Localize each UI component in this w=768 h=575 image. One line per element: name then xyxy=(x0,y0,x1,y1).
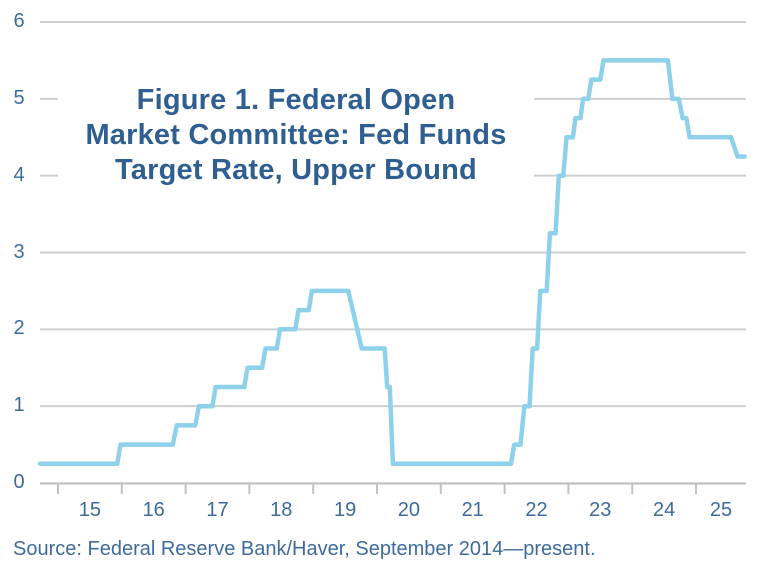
y-tick-label: 5 xyxy=(13,86,25,109)
chart-title: Figure 1. Federal Open Market Committee:… xyxy=(58,77,534,198)
y-tick-label: 1 xyxy=(13,394,25,417)
x-tick-label: 24 xyxy=(652,499,676,521)
y-tick-label: 6 xyxy=(13,10,25,33)
x-tick-label: 16 xyxy=(142,499,165,521)
rate-line xyxy=(37,58,747,467)
x-tick-label: 22 xyxy=(525,499,548,521)
x-tick-label: 21 xyxy=(461,499,484,521)
x-tick-label: 17 xyxy=(206,499,229,521)
y-tick-label: 4 xyxy=(13,163,25,186)
x-tick-label: 19 xyxy=(333,499,357,521)
x-tick-label: 23 xyxy=(589,499,612,521)
source-note: Source: Federal Reserve Bank/Haver, Sept… xyxy=(13,538,596,560)
chart-title-line-1: Figure 1. Federal Open xyxy=(136,84,456,116)
x-tick-label: 18 xyxy=(270,499,293,521)
chart-title-line-2: Market Committee: Fed Funds xyxy=(85,119,507,151)
x-tick-label: 25 xyxy=(709,499,733,521)
y-tick-label: 3 xyxy=(13,240,25,263)
x-tick-label: 20 xyxy=(397,499,421,521)
y-tick-label: 2 xyxy=(13,317,25,340)
y-tick-label: 0 xyxy=(13,471,25,493)
x-tick-label: 15 xyxy=(78,499,102,521)
chart-title-line-3: Target Rate, Upper Bound xyxy=(115,154,477,186)
